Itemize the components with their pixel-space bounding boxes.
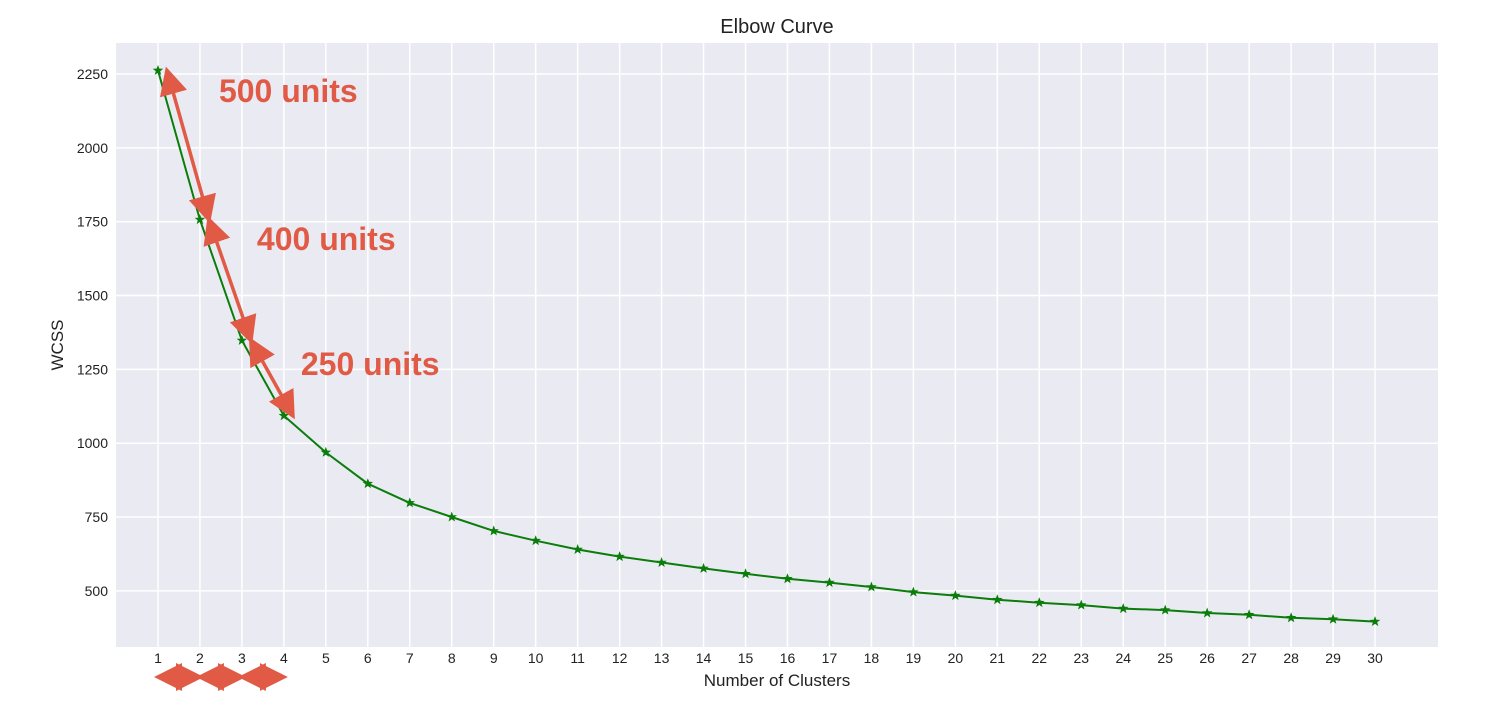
x-tick-label: 30 (1367, 650, 1383, 666)
data-point-marker (950, 590, 961, 601)
x-tick-label: 8 (448, 650, 456, 666)
x-tick-label: 25 (1157, 650, 1173, 666)
x-tick-label: 5 (322, 650, 330, 666)
annotation-arrow (159, 66, 216, 224)
x-tick-label: 18 (864, 650, 880, 666)
x-tick-label: 22 (1032, 650, 1048, 666)
y-tick-label: 1750 (77, 214, 108, 230)
y-tick-label: 500 (85, 583, 109, 599)
data-point-marker (1118, 603, 1129, 614)
annotation-arrows (159, 66, 295, 420)
x-tick-labels: 1 2 3 4 5 6 7 8 9 10 11 12 13 14 15 16 17 18 19 20 21 22 23 24 2… (154, 650, 1383, 666)
data-point-marker (446, 511, 457, 522)
data-point-marker (1243, 609, 1255, 620)
data-point-marker (908, 586, 919, 597)
data-point-marker (1034, 597, 1045, 608)
x-tick-label: 29 (1325, 650, 1341, 666)
annotation-500-units: 500 units (219, 73, 358, 109)
y-tick-label: 2250 (77, 66, 108, 82)
x-tick-label: 20 (948, 650, 964, 666)
x-tick-label: 19 (906, 650, 922, 666)
data-point-marker (1076, 599, 1087, 610)
x-tick-label: 4 (280, 650, 288, 666)
chart-title: Elbow Curve (720, 16, 833, 38)
x-tick-label: 12 (612, 650, 628, 666)
data-point-marker (362, 478, 373, 489)
data-point-marker (656, 557, 667, 567)
data-point-marker (866, 581, 877, 592)
y-tick-label: 2000 (77, 140, 108, 156)
data-point-marker (152, 65, 164, 75)
x-tick-label: 15 (738, 650, 754, 666)
y-tick-labels: 500 750 1000 1250 1500 1750 2000 2250 (77, 66, 108, 599)
data-point-marker (572, 544, 583, 554)
data-point-marker (1327, 613, 1339, 624)
wcss-series-line (157, 70, 1376, 623)
y-axis-label: WCSS (48, 320, 67, 371)
y-tick-label: 1500 (77, 288, 108, 304)
data-point-marker (1285, 612, 1297, 623)
plot-area (116, 43, 1438, 647)
x-tick-label: 1 (154, 650, 162, 666)
data-point-marker (992, 594, 1003, 605)
data-point-marker (404, 497, 415, 508)
x-tick-label: 28 (1283, 650, 1299, 666)
annotation-400-units: 400 units (257, 221, 396, 257)
data-point-marker (824, 577, 835, 588)
data-point-marker (1201, 607, 1213, 618)
annotation-250-units: 250 units (301, 346, 440, 382)
x-tick-label: 16 (780, 650, 796, 666)
x-tick-label: 6 (364, 650, 372, 666)
x-tick-label: 11 (570, 650, 585, 666)
data-point-marker (1369, 616, 1381, 626)
wcss-series-markers (152, 65, 1381, 626)
data-point-marker (320, 446, 332, 457)
x-tick-label: 17 (822, 650, 838, 666)
annotation-arrow (248, 336, 295, 420)
grid-lines (116, 43, 1438, 647)
x-tick-label: 27 (1241, 650, 1257, 666)
x-tick-label: 7 (406, 650, 414, 666)
x-tick-label: 24 (1115, 650, 1131, 666)
y-tick-label: 1000 (77, 435, 108, 451)
x-axis-label: Number of Clusters (704, 671, 850, 690)
data-point-marker (614, 551, 625, 562)
data-point-marker (782, 573, 793, 584)
x-tick-label: 23 (1073, 650, 1089, 666)
x-tick-label: 3 (238, 650, 246, 666)
data-point-marker (740, 568, 751, 579)
x-tick-label: 10 (528, 650, 544, 666)
x-tick-label: 2 (196, 650, 204, 666)
annotation-arrow (203, 215, 257, 345)
x-tick-label: 14 (696, 650, 712, 666)
y-tick-label: 1250 (77, 361, 108, 377)
data-point-marker (698, 562, 709, 573)
y-tick-label: 750 (85, 509, 109, 525)
data-point-marker (488, 525, 499, 536)
x-tick-label: 13 (654, 650, 670, 666)
data-point-marker (1160, 604, 1171, 615)
x-tick-label: 21 (990, 650, 1006, 666)
x-tick-label: 26 (1199, 650, 1215, 666)
x-tick-label: 9 (490, 650, 498, 666)
data-point-marker (530, 535, 541, 546)
